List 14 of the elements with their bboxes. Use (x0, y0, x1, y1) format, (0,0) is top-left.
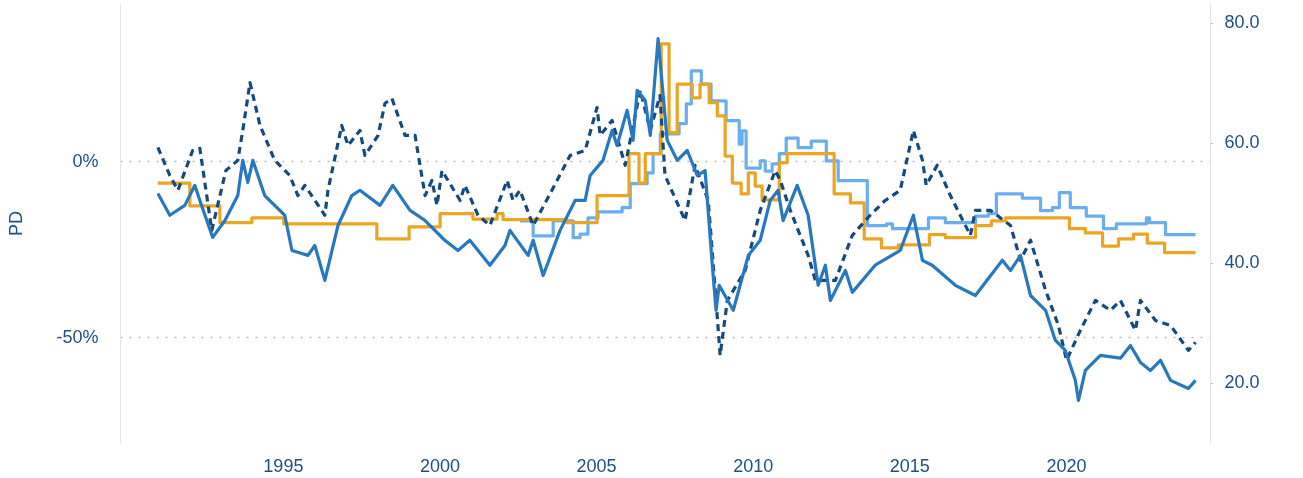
y-tick-label: -50% (56, 326, 99, 347)
x-tick-label: 2010 (733, 455, 774, 476)
y2-tick-label: 80.0 (1224, 12, 1260, 33)
y2-tick-label: 40.0 (1224, 252, 1260, 273)
line-series (156, 36, 1198, 403)
x-tick-label: 2015 (889, 455, 930, 476)
x-tick-label: 2020 (1046, 455, 1087, 476)
y-tick-label: 0% (72, 150, 99, 171)
y2-tick-label: 60.0 (1224, 132, 1260, 153)
x-tick-label: 1995 (263, 455, 304, 476)
x-tick-label: 2000 (419, 455, 461, 476)
y2-tick-label: 20.0 (1224, 372, 1260, 393)
x-tick-label: 2005 (576, 455, 617, 476)
y-axis-title: PD (6, 210, 27, 237)
